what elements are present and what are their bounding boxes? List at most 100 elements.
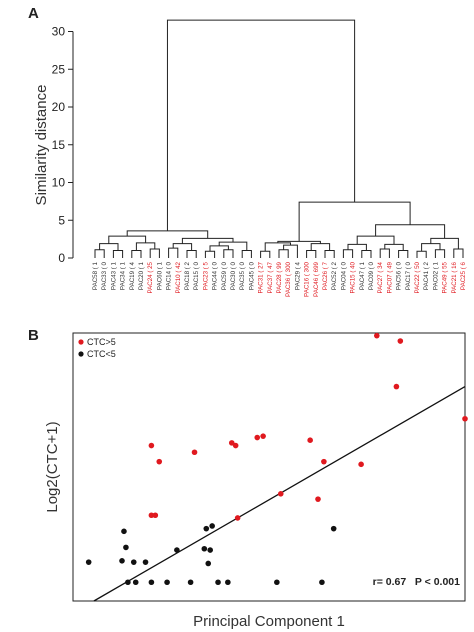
leaf-label: PAC20 ( 1 xyxy=(138,261,145,290)
panel-a-letter: A xyxy=(28,5,39,22)
point-ctc-high xyxy=(321,458,327,465)
leaf-label: PAC36 ( 300 xyxy=(285,261,292,297)
leaf-label: PAC26 ( 7 xyxy=(322,261,329,290)
leaf-label: PAC47 ( 1 xyxy=(359,261,366,290)
point-ctc-low xyxy=(130,559,137,565)
point-ctc-high xyxy=(232,442,239,449)
point-ctc-high xyxy=(148,442,155,449)
point-ctc-low xyxy=(132,579,139,586)
dendrogram-link xyxy=(166,19,356,231)
leaf-label: PAC15 ( 0 xyxy=(193,261,200,290)
point-ctc-low xyxy=(201,545,208,552)
leaf-label: PAC43 ( 1 xyxy=(110,261,117,290)
point-ctc-high xyxy=(234,515,241,521)
leaf-label: PAC28 ( 99 xyxy=(276,261,283,293)
leaf-label: PAC44 ( 0 xyxy=(212,261,219,290)
point-ctc-low xyxy=(187,579,194,586)
leaf-label: PAC56 ( 0 xyxy=(396,261,403,290)
leaf-label: PAC16 ( 300 xyxy=(304,261,311,297)
leaf-label: PAC31 ( 27 xyxy=(258,261,265,293)
point-ctc-low xyxy=(205,560,212,567)
leaf-label: PAC23 ( 5 xyxy=(202,261,209,290)
dendrogram-link xyxy=(209,245,229,252)
y-tick-label: 5 xyxy=(58,213,65,227)
point-ctc-low xyxy=(207,547,213,553)
point-ctc-low xyxy=(225,579,231,586)
dendrogram-link xyxy=(298,201,411,242)
dendrogram-link xyxy=(186,249,197,258)
point-ctc-high xyxy=(152,512,159,519)
point-ctc-low xyxy=(274,579,280,586)
leaf-label: PAC33 ( 0 xyxy=(101,261,108,290)
point-ctc-high xyxy=(228,440,235,446)
point-ctc-low xyxy=(85,559,92,565)
legend-label-ctc-high: CTC>5 xyxy=(87,337,116,347)
dendrogram-link xyxy=(310,243,331,251)
dendrogram-link xyxy=(306,249,317,258)
point-ctc-high xyxy=(393,383,400,390)
point-ctc-high xyxy=(307,437,313,444)
point-ctc-low xyxy=(121,528,127,535)
scatter-points xyxy=(85,332,468,586)
leaf-label: PAC29 ( 4 xyxy=(294,261,301,290)
point-ctc-low xyxy=(215,579,221,586)
leaf-label: PAC35 ( 0 xyxy=(239,261,246,290)
point-ctc-low xyxy=(164,579,170,586)
dendrogram-y-axis-title: Similarity distance xyxy=(33,85,50,206)
dendrogram-link xyxy=(379,248,390,258)
point-ctc-high xyxy=(277,491,284,497)
y-tick-label: 15 xyxy=(52,138,66,152)
point-ctc-high xyxy=(156,458,163,465)
dendrogram-link xyxy=(283,244,298,258)
leaf-label: PAC21 ( 16 xyxy=(451,261,458,293)
dendrogram-link xyxy=(342,249,354,258)
dendrogram-link xyxy=(384,243,404,251)
point-ctc-high xyxy=(374,332,380,339)
leaf-label: PAC18 ( 2 xyxy=(184,261,191,290)
point-ctc-low xyxy=(119,558,125,564)
leaf-label: PAC02 ( 1 xyxy=(432,261,439,290)
dendrogram-link xyxy=(223,249,234,258)
dendrogram-link xyxy=(324,249,335,258)
dendrogram-link xyxy=(94,249,105,258)
dendrogram-link xyxy=(356,235,395,245)
y-tick-label: 25 xyxy=(52,62,66,76)
point-ctc-low xyxy=(319,579,325,586)
dendrogram-links xyxy=(94,19,464,258)
dendrogram-leaf-labels: PAC58 ( 1 PAC33 ( 0 PAC43 ( 1 PAC34 ( 1 PAC1… xyxy=(92,261,467,297)
point-ctc-low xyxy=(148,579,155,586)
point-ctc-high xyxy=(260,433,266,439)
point-ctc-low xyxy=(209,523,215,529)
leaf-label: PAC19 ( 4 xyxy=(129,261,136,290)
dendrogram-link xyxy=(181,237,234,244)
point-ctc-high xyxy=(358,461,364,468)
dendrogram-link xyxy=(131,249,142,258)
leaf-label: PAC09 ( 0 xyxy=(368,261,375,290)
leaf-label: PAC46 ( 699 xyxy=(313,261,320,297)
leaf-label: PAC58 ( 1 xyxy=(92,261,99,290)
point-ctc-low xyxy=(142,559,149,565)
legend-marker-ctc-high xyxy=(78,339,84,345)
dendrogram-link xyxy=(149,248,160,258)
point-ctc-high xyxy=(462,415,468,422)
leaf-label: PAC45 ( 0 xyxy=(248,261,255,290)
leaf-label: PAC59 ( 0 xyxy=(221,261,228,290)
point-ctc-high xyxy=(397,338,404,344)
point-ctc-low xyxy=(330,525,337,532)
y-tick-label: 30 xyxy=(52,25,66,39)
leaf-label: PAC14 ( 0 xyxy=(166,261,173,290)
point-ctc-low xyxy=(125,579,131,586)
leaf-label: PAC24 ( 25 xyxy=(147,261,154,293)
point-ctc-high xyxy=(148,512,155,519)
leaf-label: PAC34 ( 1 xyxy=(120,261,127,290)
dendrogram-link xyxy=(168,247,179,258)
leaf-label: PAC49 ( 55 xyxy=(442,261,449,293)
dendrogram-link xyxy=(361,249,372,258)
leaf-label: PAC52 ( 2 xyxy=(331,261,338,290)
y-tick-label: 0 xyxy=(58,251,65,265)
leaf-label: PAC25 ( 6 xyxy=(460,261,467,290)
dendrogram-link xyxy=(416,250,427,258)
panel-b-letter: B xyxy=(28,327,39,344)
dendrogram-link xyxy=(453,248,464,258)
dendrogram-link xyxy=(204,250,216,258)
